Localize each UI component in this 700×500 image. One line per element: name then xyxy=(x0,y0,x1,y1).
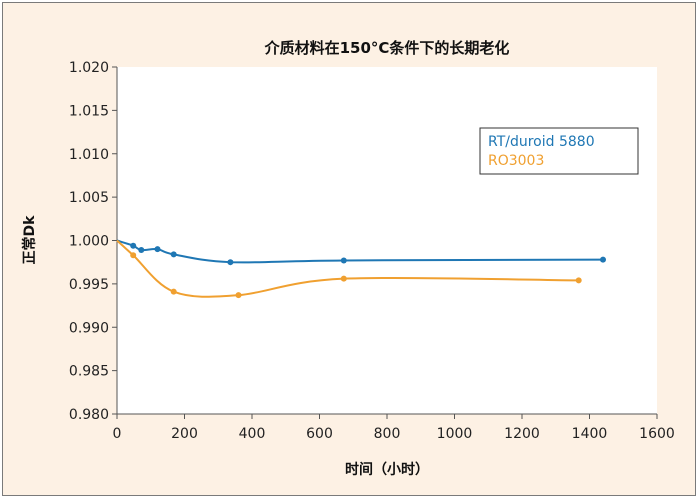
x-tick-label: 600 xyxy=(306,426,333,442)
data-point-ro3003 xyxy=(340,275,347,282)
chart-title: 介质材料在150°C条件下的长期老化 xyxy=(264,39,510,57)
x-tick-label: 1200 xyxy=(504,426,540,442)
legend-box xyxy=(479,127,639,175)
data-point-ro3003 xyxy=(575,277,582,284)
data-point-rt-duroid-5880 xyxy=(340,257,347,264)
series-group xyxy=(116,239,606,299)
x-tick-label: 1400 xyxy=(572,426,608,442)
legend-label-ro3003: RO3003 xyxy=(488,153,544,169)
y-tick-label: 1.010 xyxy=(69,147,109,163)
y-tick-label: 1.015 xyxy=(69,103,109,119)
x-tick-label: 400 xyxy=(239,426,266,442)
data-point-rt-duroid-5880 xyxy=(138,247,145,254)
y-tick-label: 1.000 xyxy=(69,234,109,250)
data-point-ro3003 xyxy=(170,288,177,295)
y-tick-label: 0.985 xyxy=(69,364,109,380)
y-axis-ticks: 0.980 0.985 0.990 0.995 1.000 1.005 1.010 1.015… xyxy=(69,60,117,423)
y-tick-label: 1.020 xyxy=(69,60,109,76)
x-axis-ticks: 0 200 400 600 800 1000 1200 1400 1600 xyxy=(113,414,675,442)
y-tick-label: 0.990 xyxy=(69,320,109,336)
x-tick-label: 1000 xyxy=(437,426,473,442)
x-tick-label: 1600 xyxy=(639,426,675,442)
x-axis-label: 时间（小时） xyxy=(345,461,429,478)
y-tick-label: 0.980 xyxy=(69,407,109,423)
plot-area xyxy=(117,67,657,414)
y-tick-label: 1.005 xyxy=(69,190,109,206)
x-tick-label: 800 xyxy=(374,426,401,442)
legend-label-rt-duroid-5880: RT/duroid 5880 xyxy=(488,134,595,150)
data-point-rt-duroid-5880 xyxy=(154,246,161,253)
data-point-ro3003 xyxy=(235,292,242,299)
data-point-rt-duroid-5880 xyxy=(600,256,606,263)
y-tick-label: 0.995 xyxy=(69,277,109,293)
data-point-rt-duroid-5880 xyxy=(170,251,177,258)
x-tick-label: 200 xyxy=(171,426,198,442)
data-point-rt-duroid-5880 xyxy=(130,242,137,249)
x-tick-label: 0 xyxy=(113,426,122,442)
y-axis-label: 正常Dk xyxy=(21,215,38,265)
legend: RT/duroid 5880 RO3003 xyxy=(479,127,639,175)
data-point-rt-duroid-5880 xyxy=(227,259,234,266)
data-point-ro3003 xyxy=(130,252,137,259)
